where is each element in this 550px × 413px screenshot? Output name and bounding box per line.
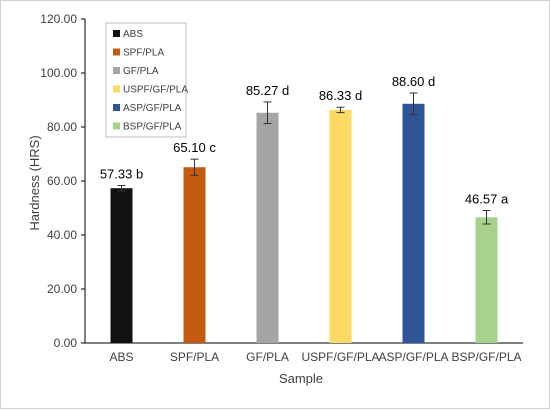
- bar-uspf-gf-pla: [329, 109, 352, 343]
- legend-label: SPF/PLA: [123, 48, 164, 59]
- data-labels: 57.33 b 65.10 c 85.27 d 86.33 d 88.60 d 46.57…: [100, 74, 509, 207]
- y-tick-label: 20.00: [47, 282, 77, 296]
- bar-abs: [110, 188, 133, 343]
- legend: ABS SPF/PLA GF/PLA USPF/GF/PLA ASP/GF/PLA BSP…: [105, 22, 188, 138]
- bar-gf-pla: [256, 112, 279, 343]
- legend-box: [105, 22, 187, 138]
- legend-swatch: [113, 30, 120, 37]
- x-tick-label: ABS: [109, 350, 133, 364]
- legend-items: ABS SPF/PLA GF/PLA USPF/GF/PLA ASP/GF/PLA BSP…: [113, 29, 188, 133]
- data-label: 46.57 a: [465, 192, 509, 207]
- legend-label: BSP/GF/PLA: [123, 122, 182, 133]
- legend-swatch: [113, 67, 120, 74]
- legend-label: GF/PLA: [123, 66, 159, 77]
- x-tick-label: BSP/GF/PLA: [451, 350, 521, 364]
- error-bars: [117, 92, 491, 225]
- legend-label: USPF/GF/PLA: [123, 85, 188, 96]
- legend-label: ABS: [123, 29, 143, 40]
- x-axis-title: Sample: [279, 371, 323, 386]
- data-label: 88.60 d: [392, 74, 435, 89]
- y-tick-label: 40.00: [47, 228, 77, 242]
- x-tick-label: ASP/GF/PLA: [378, 350, 448, 364]
- bar-bsp-gf-pla: [475, 217, 498, 343]
- data-label: 65.10 c: [173, 140, 216, 155]
- data-label: 57.33 b: [100, 167, 143, 182]
- x-tick-label: SPF/PLA: [170, 350, 219, 364]
- x-tick-label: GF/PLA: [246, 350, 289, 364]
- bar-spf-pla: [183, 167, 206, 343]
- y-tick-label: 120.00: [40, 12, 77, 26]
- legend-label: ASP/GF/PLA: [123, 103, 182, 114]
- bar-asp-gf-pla: [402, 103, 425, 343]
- data-label: 86.33 d: [319, 88, 362, 103]
- y-tick-label: 80.00: [47, 120, 77, 134]
- data-label: 85.27 d: [246, 83, 289, 98]
- legend-swatch: [113, 48, 120, 56]
- legend-swatch: [113, 122, 120, 130]
- y-tick-label: 60.00: [47, 174, 77, 188]
- legend-swatch: [113, 104, 120, 111]
- x-tick-label: USPF/GF/PLA: [301, 350, 379, 364]
- y-tick-label: 100.00: [40, 66, 77, 80]
- bars: [110, 103, 498, 343]
- y-tick-label: 0.00: [54, 336, 78, 350]
- y-axis-ticks: 0.00 20.00 40.00 60.00 80.00 100.00 120.00: [40, 12, 85, 350]
- legend-swatch: [113, 85, 120, 93]
- y-axis-title: Hardness (HRS): [27, 135, 42, 230]
